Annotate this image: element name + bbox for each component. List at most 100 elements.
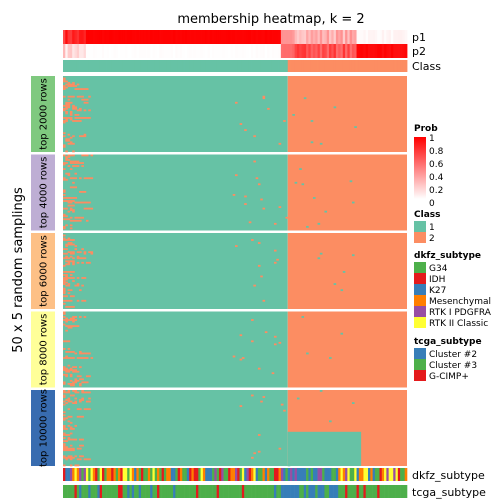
p2-cell (335, 44, 339, 58)
heatmap-cell (63, 382, 66, 385)
heatmap-cell (81, 117, 84, 119)
heatmap-cell (72, 449, 75, 452)
p2-cell (370, 44, 373, 58)
p2-cell (138, 44, 142, 58)
tcga-subtype-cell (232, 485, 236, 498)
p2-cell (113, 44, 117, 58)
tcga-subtype-cell (386, 485, 389, 498)
p1-cell (175, 30, 179, 44)
heatmap-cell (88, 261, 91, 264)
heatmap-cell (76, 120, 80, 122)
tcga-subtype-cell (83, 485, 87, 498)
heatmap-cell (88, 397, 91, 400)
class-cell (287, 60, 291, 72)
dkfz-subtype-cell (306, 468, 309, 481)
dkfz-subtype-cell (106, 468, 110, 481)
class-cell (377, 60, 380, 72)
heatmap-cell (280, 403, 284, 406)
class-cell (381, 60, 385, 72)
tcga-legend-swatch (414, 370, 426, 381)
class-cell (214, 60, 218, 72)
heatmap-cell (317, 222, 321, 225)
heatmap-cell (69, 373, 73, 376)
class-cell (228, 60, 231, 72)
heatmap-cell (63, 464, 66, 467)
class-cell (134, 60, 137, 72)
heatmap-cell (79, 95, 82, 98)
heatmap-cell (69, 239, 73, 241)
tcga-legend-label: Cluster #3 (429, 361, 477, 371)
p2-cell (308, 44, 312, 58)
heatmap-cell (257, 242, 261, 244)
dkfz-subtype-cell (273, 468, 277, 481)
heatmap-cell (72, 181, 75, 184)
tcga-subtype-cell (338, 485, 341, 498)
heatmap-cell (85, 207, 89, 210)
tcga-subtype-cell (241, 485, 245, 498)
tcga-subtype-cell (177, 485, 181, 498)
heatmap-cell (69, 428, 73, 430)
tcga-subtype-cell (122, 485, 126, 498)
p1-cell (358, 30, 362, 44)
heatmap-cell (342, 271, 346, 273)
p2-cell (326, 44, 330, 58)
heatmap-cell (257, 450, 261, 453)
heatmap-cell (63, 281, 66, 284)
heatmap-cell (83, 133, 87, 136)
class-cell (331, 60, 335, 72)
heatmap-cell (69, 154, 73, 157)
heatmap-cell (76, 219, 80, 222)
heatmap-cell (72, 197, 75, 199)
heatmap-cell (65, 118, 68, 121)
heatmap-cell (79, 316, 82, 318)
heatmap-cell (65, 257, 68, 260)
heatmap-cell (65, 417, 68, 420)
heatmap-cell (85, 408, 89, 411)
heatmap-cell (63, 117, 66, 119)
heatmap-cell (79, 458, 82, 461)
heatmap-cell (65, 103, 68, 106)
tcga-subtype-cell (283, 485, 286, 498)
p1-cell (368, 30, 371, 44)
heatmap-cell (67, 218, 71, 221)
heatmap-cell (260, 198, 263, 201)
heatmap-cell (251, 394, 254, 397)
dkfz-subtype-cell (168, 468, 172, 481)
heatmap-cell (83, 252, 87, 255)
heatmap-cell (278, 447, 282, 450)
p1-cell (101, 30, 105, 44)
dkfz-legend-label: K27 (429, 286, 446, 296)
heatmap-cell (69, 162, 73, 164)
p2-cell (120, 44, 124, 58)
heatmap-cell (340, 289, 344, 292)
heatmap-cell (65, 120, 68, 122)
tcga-subtype-cell (287, 485, 291, 498)
heatmap-cell (67, 391, 71, 394)
heatmap-cell (67, 138, 71, 141)
p2-cell (273, 44, 277, 58)
heatmap-cell (69, 260, 73, 263)
tcga-subtype-cell (184, 485, 188, 498)
heatmap-cell (329, 420, 332, 423)
heatmap-cell (67, 239, 71, 241)
heatmap-cell (253, 135, 256, 138)
heatmap-cell (67, 204, 71, 207)
heatmap-cell (67, 154, 71, 157)
p1-cell (255, 30, 259, 44)
p2-cell (99, 44, 103, 58)
p1-cell (150, 30, 153, 44)
tcga-subtype-cell (349, 485, 353, 498)
class-cell (296, 60, 300, 72)
heatmap-cell (79, 216, 82, 219)
heatmap-cell (63, 311, 66, 314)
p2-cell (402, 44, 406, 58)
p2-cell (285, 44, 289, 58)
heatmap-cell (69, 227, 73, 230)
heatmap-class2-block (287, 233, 407, 309)
tcga-subtype-cell (267, 485, 270, 498)
p2-cell (207, 44, 211, 58)
heatmap-cell (85, 400, 89, 403)
heatmap-cell (83, 408, 87, 411)
heatmap-cell (351, 201, 355, 204)
p1-cell (120, 30, 124, 44)
